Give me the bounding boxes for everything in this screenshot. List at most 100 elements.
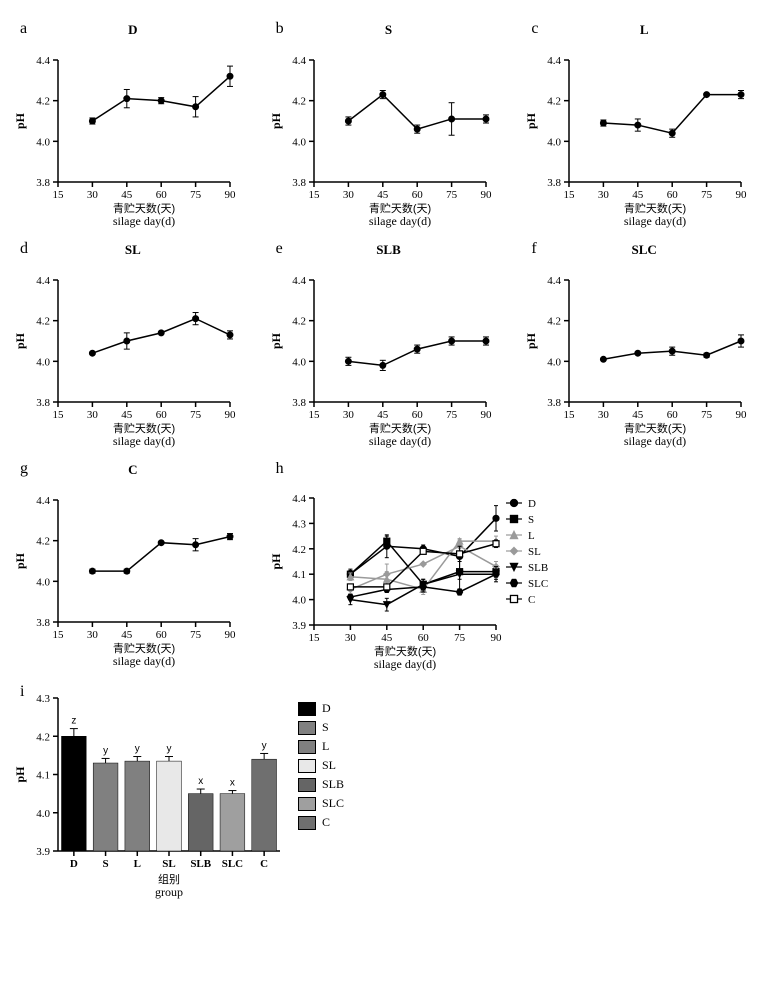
svg-text:60: 60 <box>411 189 423 201</box>
svg-text:L: L <box>134 858 141 870</box>
legend-swatch <box>298 759 316 773</box>
svg-text:4.0: 4.0 <box>292 595 306 607</box>
svg-text:3.8: 3.8 <box>292 177 306 189</box>
svg-text:75: 75 <box>190 629 202 641</box>
panel-d: dSL3.84.04.24.4153045607590pH青贮天数(天)sila… <box>10 240 256 450</box>
panel-label: g <box>20 460 28 478</box>
svg-text:4.4: 4.4 <box>292 493 306 505</box>
svg-text:45: 45 <box>121 629 133 641</box>
legend-swatch <box>298 797 316 811</box>
svg-text:SLC: SLC <box>528 578 548 590</box>
svg-text:15: 15 <box>53 409 65 421</box>
panel-label: e <box>276 240 283 258</box>
svg-text:15: 15 <box>308 632 320 644</box>
svg-text:60: 60 <box>667 409 679 421</box>
legend-swatch <box>298 740 316 754</box>
svg-text:3.8: 3.8 <box>292 397 306 409</box>
svg-text:4.4: 4.4 <box>548 55 562 67</box>
panel-label: i <box>20 683 24 701</box>
svg-text:pH: pH <box>13 332 27 349</box>
legend-label: L <box>322 739 329 754</box>
svg-text:pH: pH <box>269 112 283 129</box>
svg-text:30: 30 <box>343 409 355 421</box>
svg-text:4.2: 4.2 <box>36 731 50 743</box>
svg-text:4.3: 4.3 <box>36 693 50 705</box>
svg-text:75: 75 <box>701 409 713 421</box>
chart-title: S <box>266 22 512 38</box>
svg-text:x: x <box>230 778 235 789</box>
svg-text:4.0: 4.0 <box>36 356 50 368</box>
svg-text:4.1: 4.1 <box>36 770 50 782</box>
svg-text:pH: pH <box>13 552 27 569</box>
svg-text:90: 90 <box>225 189 237 201</box>
svg-text:SL: SL <box>528 546 541 558</box>
svg-text:4.0: 4.0 <box>292 136 306 148</box>
svg-text:30: 30 <box>87 409 99 421</box>
svg-text:15: 15 <box>53 189 65 201</box>
svg-text:4.2: 4.2 <box>548 316 562 328</box>
legend-label: C <box>322 815 330 830</box>
chart-title: SLB <box>266 242 512 258</box>
svg-text:pH: pH <box>13 766 27 783</box>
panel-b: bS3.84.04.24.4153045607590pH青贮天数(天)silag… <box>266 20 512 230</box>
svg-text:75: 75 <box>446 189 458 201</box>
svg-text:90: 90 <box>490 632 502 644</box>
svg-text:C: C <box>260 858 268 870</box>
chart-title: C <box>10 462 256 478</box>
svg-text:90: 90 <box>225 629 237 641</box>
legend-swatch <box>298 702 316 716</box>
svg-text:45: 45 <box>381 632 393 644</box>
panel-label: b <box>276 20 284 38</box>
chart-title: D <box>10 22 256 38</box>
svg-text:silage day(d): silage day(d) <box>113 214 175 228</box>
svg-text:silage day(d): silage day(d) <box>113 434 175 448</box>
legend-swatch <box>298 721 316 735</box>
svg-text:45: 45 <box>633 409 645 421</box>
panel-label: f <box>531 240 536 258</box>
svg-text:30: 30 <box>87 629 99 641</box>
svg-text:45: 45 <box>121 409 133 421</box>
svg-text:y: y <box>103 745 108 756</box>
svg-text:45: 45 <box>121 189 133 201</box>
svg-text:90: 90 <box>225 409 237 421</box>
svg-text:L: L <box>528 530 535 542</box>
svg-text:4.0: 4.0 <box>548 136 562 148</box>
svg-text:pH: pH <box>269 553 283 570</box>
bar-legend: DSLSLSLBSLCC <box>298 701 344 834</box>
legend-swatch <box>298 816 316 830</box>
svg-text:4.2: 4.2 <box>36 96 50 108</box>
panel-c: cL3.84.04.24.4153045607590pH青贮天数(天)silag… <box>521 20 767 230</box>
chart-title: L <box>521 22 767 38</box>
svg-text:75: 75 <box>454 632 466 644</box>
svg-text:D: D <box>528 498 536 510</box>
svg-text:silage day(d): silage day(d) <box>624 434 686 448</box>
svg-text:15: 15 <box>308 409 320 421</box>
svg-text:4.2: 4.2 <box>36 316 50 328</box>
svg-text:3.8: 3.8 <box>36 177 50 189</box>
svg-text:pH: pH <box>269 332 283 349</box>
legend-label: SLB <box>322 777 344 792</box>
svg-text:silage day(d): silage day(d) <box>374 657 436 671</box>
svg-text:group: group <box>155 885 183 899</box>
svg-text:silage day(d): silage day(d) <box>113 654 175 668</box>
svg-text:3.8: 3.8 <box>548 177 562 189</box>
legend-label: D <box>322 701 331 716</box>
panel-a: aD3.84.04.24.4153045607590pH青贮天数(天)silag… <box>10 20 256 230</box>
svg-text:y: y <box>262 740 267 751</box>
svg-text:S: S <box>103 858 109 870</box>
svg-text:S: S <box>528 514 534 526</box>
svg-text:4.0: 4.0 <box>292 356 306 368</box>
svg-text:SLC: SLC <box>222 858 243 870</box>
svg-text:15: 15 <box>308 189 320 201</box>
svg-text:90: 90 <box>736 409 748 421</box>
svg-text:60: 60 <box>417 632 429 644</box>
svg-text:4.3: 4.3 <box>292 518 306 530</box>
svg-text:4.4: 4.4 <box>36 495 50 507</box>
svg-text:4.0: 4.0 <box>36 808 50 820</box>
svg-text:4.4: 4.4 <box>292 55 306 67</box>
svg-text:15: 15 <box>564 189 576 201</box>
legend-swatch <box>298 778 316 792</box>
svg-text:90: 90 <box>480 409 492 421</box>
panel-e: eSLB3.84.04.24.4153045607590pH青贮天数(天)sil… <box>266 240 512 450</box>
svg-text:15: 15 <box>53 629 65 641</box>
